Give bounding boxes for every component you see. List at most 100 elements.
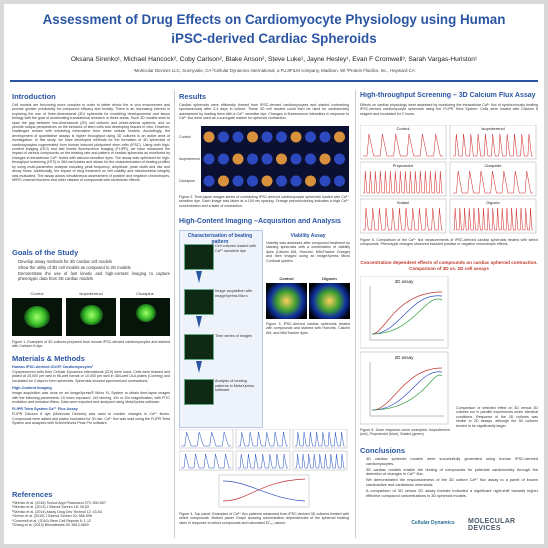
flow-image [184, 379, 214, 405]
intro-text: Cell models are becoming more complex in… [12, 103, 170, 182]
plot-title: Propranolol [393, 163, 414, 168]
plot-title: 3D assay [395, 279, 415, 284]
plot-title: Sotalol [397, 200, 409, 205]
plot-frame [179, 429, 234, 449]
sub-heading: FLIPR Tetra System Ca²⁺ Flux Assay [12, 407, 78, 412]
spheroid-image [66, 298, 116, 336]
reference: ³Sirenko et al. (2014) Assay Drug Dev Te… [12, 509, 102, 514]
plot-frame [360, 276, 449, 349]
section-heading: Materials & Methods [12, 354, 85, 363]
spheroid [276, 131, 287, 143]
plot-frame [235, 450, 291, 471]
spheroid [232, 131, 244, 143]
results-text: Cardiac spheroids were efficiently forme… [179, 103, 349, 121]
goal-item: Demonstrate the use of fast kinetic and … [18, 271, 170, 281]
section-heading: Goals of the Study [12, 248, 79, 257]
spheroid-image [120, 298, 170, 336]
methods-paragraph: Cryopreserved cells from Cellular Dynami… [12, 370, 170, 383]
spheroid [290, 131, 302, 143]
reference: ²Sirenko et al. (2013) J Biomol Screen 1… [12, 505, 89, 510]
spheroid [305, 153, 316, 165]
flow-step: Image acquisition with ImageXpress Micro [215, 289, 253, 298]
plot-frame [292, 429, 348, 449]
methods-text: Human iPSC-derived iCell® Cardiomyocytes… [12, 365, 170, 487]
plot-title: Isoproterenol [481, 126, 504, 131]
flow-step: Time series of images [215, 334, 252, 338]
conclusions-list: 3D cardiac spheroid models were successf… [360, 457, 538, 513]
flow-title: Characterization of beating pattern [187, 233, 253, 245]
conclusion-item: We demonstrated the responsiveness of th… [366, 477, 538, 488]
red-heading: Concentration dependent effects of compo… [360, 260, 538, 271]
image-label: Digoxin [322, 276, 337, 281]
spheroid [247, 175, 258, 187]
image-label: Control [279, 276, 294, 281]
conclusion-item: A comparison of 3D versus 2D assay forma… [366, 488, 538, 499]
spheroid [232, 175, 244, 187]
plot-frame [235, 429, 291, 449]
figure-caption: Figure 6. Dose response curve examples: … [360, 428, 450, 437]
plot-title: 2D assay [395, 355, 415, 360]
curve [371, 295, 443, 335]
poster: Assessment of Drug Effects on Cardiomyoc… [4, 4, 544, 544]
spheroid [136, 304, 156, 322]
spheroid [261, 175, 273, 187]
section-heading: Introduction [12, 92, 56, 101]
figure-caption: Figure 3. iPSC-derived cardiac spheroids… [266, 322, 350, 335]
spheroid [24, 306, 50, 328]
figure-5: Control Isoproterenol Propranolol Cisapride… [360, 125, 537, 234]
conclusion-item: 3D cardiac spheroid models were successf… [366, 457, 538, 467]
column-rule [174, 90, 175, 538]
goals-list: Develop assay methods for 3D cardiac cel… [12, 259, 170, 289]
row-label: Clozapine [179, 179, 195, 183]
methods-paragraph: FLIPR Calcium 6 dye (Molecular Devices) … [12, 412, 170, 426]
plot-frame [218, 474, 310, 508]
flow-image [184, 334, 214, 360]
sub-heading: Human iPSC-derived iCell® Cardiomyocytes… [12, 365, 94, 369]
spheroid [290, 175, 302, 187]
trace [238, 431, 288, 447]
figure-caption: Comparison of selected effect on 3D vers… [456, 406, 538, 428]
trace [363, 170, 443, 194]
spheroid [203, 175, 215, 187]
curve [371, 367, 443, 411]
flow-arrow [196, 361, 202, 373]
curve [371, 298, 443, 335]
section-heading: Conclusions [360, 446, 406, 455]
spheroid [334, 131, 345, 143]
goal-item: Develop assay methods for 3D cardiac cel… [18, 259, 170, 264]
conclusion-item: 3D cardiac models enable the testing of … [366, 467, 538, 478]
trace [238, 453, 288, 469]
viability-image [309, 283, 350, 319]
hts-text: Effects on cardiac physiology were asses… [360, 103, 538, 116]
curve [371, 291, 443, 335]
spheroid [319, 153, 331, 165]
reference: ⁵Cromwell et al. (2016) Stem Cell Report… [12, 518, 91, 523]
plot-frame [449, 161, 537, 197]
viability-title: Viability Assay [290, 233, 326, 239]
section-heading: Results [179, 92, 207, 101]
sub-heading: High-Content Imaging [12, 386, 52, 391]
flow-image [184, 289, 214, 315]
figure-caption: Figure 4. Top panel: Examples of Ca²⁺ fl… [179, 512, 349, 525]
spheroid [261, 131, 273, 143]
plot-title: Cisapride [485, 163, 503, 168]
plot-frame [360, 351, 449, 425]
trace [181, 453, 231, 469]
spheroid [276, 153, 287, 165]
flow-step: Analysis of beating patterns in MetaXpre… [215, 379, 255, 393]
trace [363, 207, 443, 231]
plot-title: Digoxin [486, 200, 499, 205]
image-label: Isoproterenol [79, 291, 103, 296]
spheroid [276, 175, 287, 187]
plot-frame [360, 125, 447, 160]
spheroid [218, 131, 229, 143]
spheroid [261, 153, 273, 165]
spheroid [334, 153, 345, 165]
trace [181, 431, 231, 447]
spheroid [247, 131, 258, 143]
curve [222, 480, 306, 502]
plot-title: Control [397, 126, 410, 131]
spheroid [305, 131, 316, 143]
image-label: Control [30, 291, 44, 296]
